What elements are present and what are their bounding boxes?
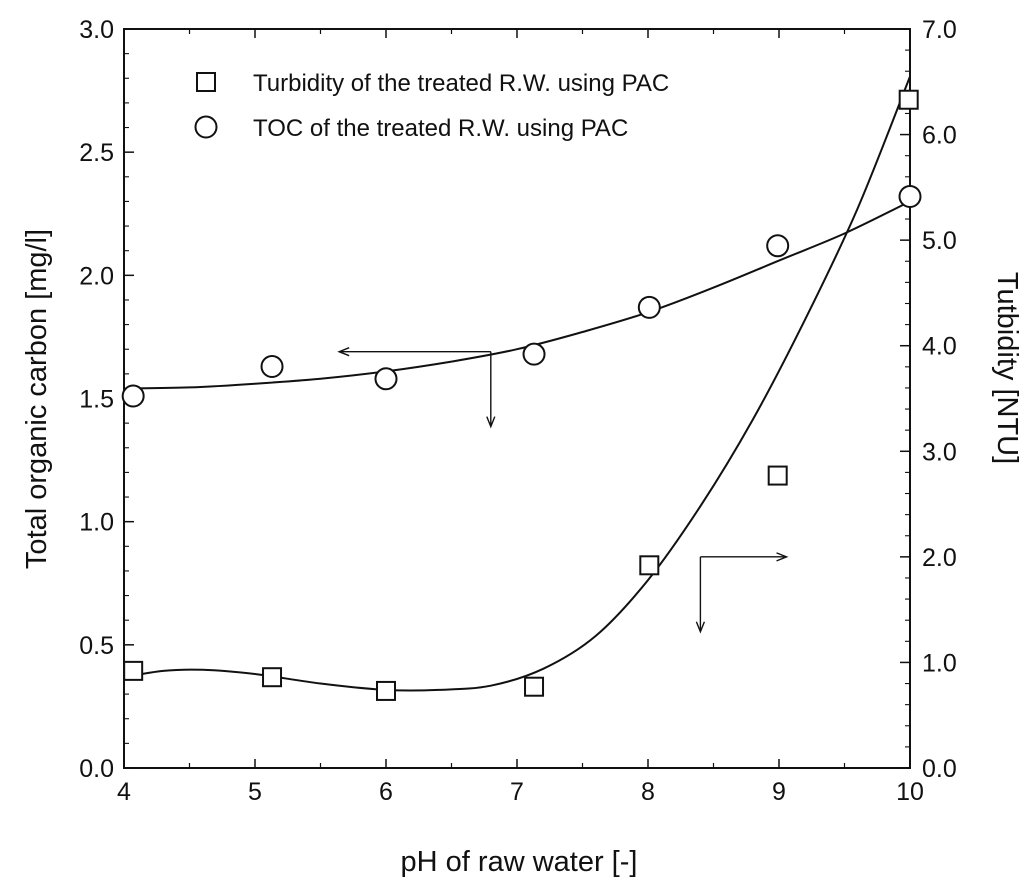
y-tick-label: 1.0 xyxy=(79,509,114,537)
y-tick-label: 3.0 xyxy=(79,16,114,44)
x-tick-label: 5 xyxy=(248,778,262,806)
y2-tick-label: 5.0 xyxy=(922,227,957,255)
y-axis-title: Total organic carbon [mg/l] xyxy=(21,229,53,569)
y-tick-label: 0.0 xyxy=(79,755,114,783)
x-tick-label: 9 xyxy=(772,778,786,806)
y2-tick-label: 0.0 xyxy=(922,755,957,783)
y2-tick-label: 1.0 xyxy=(922,649,957,677)
x-tick-label: 8 xyxy=(641,778,655,806)
y2-axis-title: Tutbidity [NTU] xyxy=(991,272,1023,464)
toc-fit-curve xyxy=(123,200,911,390)
y-tick-label: 2.0 xyxy=(79,262,114,290)
turbidity-point xyxy=(898,89,919,110)
arrow-annotations xyxy=(337,347,789,634)
data-points xyxy=(121,89,922,701)
axis-ticks: 4 5 6 7 8 9 100.00.51.01.52.02.53.00.01.02.03.… xyxy=(79,16,957,806)
toc-point xyxy=(374,367,398,391)
turbidity-point xyxy=(376,680,396,701)
turbidity-point xyxy=(767,465,788,486)
turbidity-point xyxy=(639,555,660,576)
y2-tick-label: 3.0 xyxy=(922,438,957,466)
x-tick-label: 10 xyxy=(896,778,924,806)
y-tick-label: 0.5 xyxy=(79,632,114,660)
toc-point xyxy=(121,384,145,408)
toc-point xyxy=(522,342,546,366)
legend: Turbidity of the treated R.W. using PAC T… xyxy=(194,70,669,142)
y2-tick-label: 2.0 xyxy=(922,544,957,572)
toc-point xyxy=(898,185,922,209)
y-tick-label: 2.5 xyxy=(79,139,114,167)
legend-label: TOC of the treated R.W. using PAC xyxy=(253,115,628,142)
toc-point xyxy=(260,354,284,378)
x-tick-label: 4 xyxy=(117,778,131,806)
toc-point xyxy=(766,234,790,258)
x-axis-title: pH of raw water [-] xyxy=(401,846,638,878)
y-tick-label: 1.5 xyxy=(79,386,114,414)
turbidity-fit-curve xyxy=(123,76,911,692)
x-tick-label: 7 xyxy=(510,778,524,806)
turbidity-point xyxy=(524,676,545,697)
turbidity-point xyxy=(123,660,144,681)
legend-circle-marker xyxy=(194,115,218,139)
x-tick-label: 6 xyxy=(379,778,393,806)
fit-curves xyxy=(123,76,911,692)
y2-tick-label: 4.0 xyxy=(922,333,957,361)
turbidity-point xyxy=(262,667,283,688)
y2-tick-label: 6.0 xyxy=(922,122,957,150)
toc-point xyxy=(637,295,661,319)
y2-tick-label: 7.0 xyxy=(922,16,957,44)
legend-square-marker xyxy=(196,72,216,92)
legend-label: Turbidity of the treated R.W. using PAC xyxy=(253,70,669,97)
